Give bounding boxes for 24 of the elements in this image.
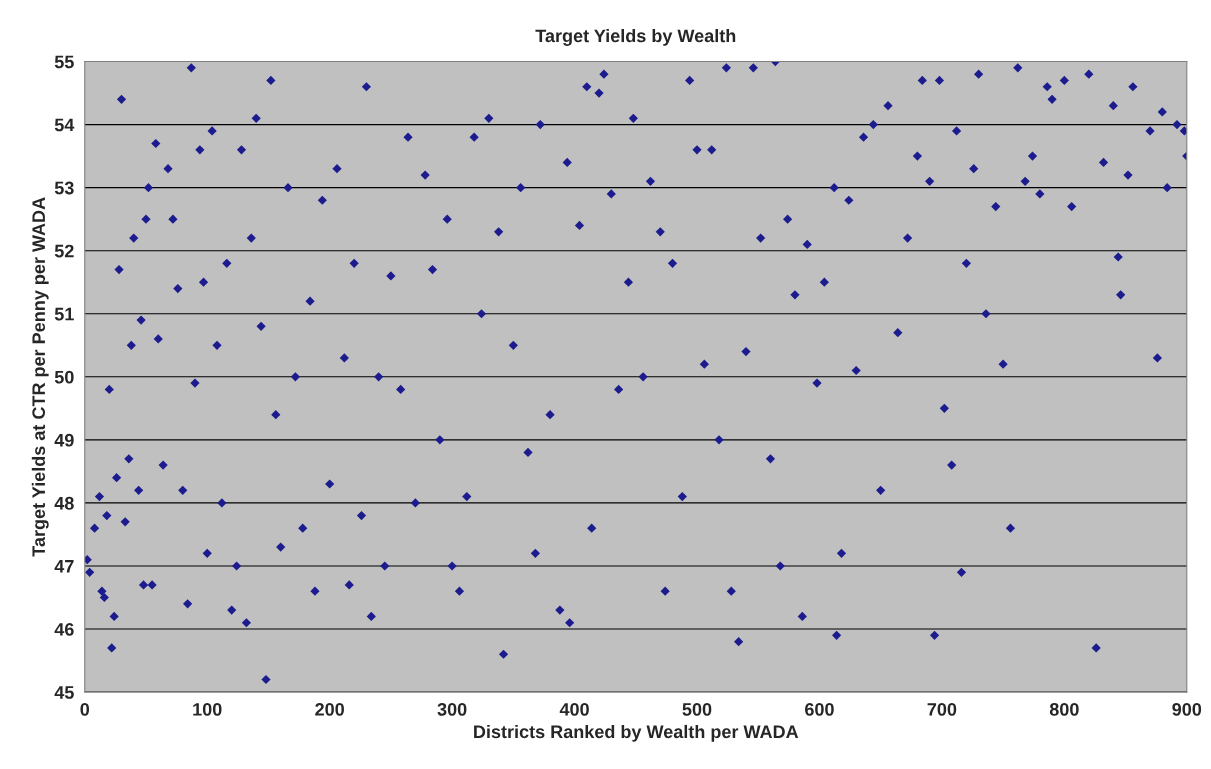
- x-tick-label: 400: [559, 702, 589, 716]
- x-tick-label: 200: [315, 702, 344, 716]
- y-tick-label: 50: [54, 370, 74, 384]
- y-tick-label: 54: [54, 118, 75, 132]
- x-tick-label: 100: [193, 702, 222, 716]
- x-tick-label: 600: [805, 702, 834, 716]
- y-tick-label: 47: [54, 560, 74, 573]
- y-tick-label: 51: [54, 307, 74, 321]
- y-tick-label: 55: [54, 55, 74, 69]
- x-tick-label: 500: [682, 702, 712, 716]
- chart-title: Target Yields by Wealth: [535, 28, 736, 46]
- y-tick-label: 45: [54, 686, 74, 699]
- x-tick-label: 900: [1172, 702, 1202, 716]
- x-tick-label: 700: [927, 702, 957, 716]
- y-tick-label: 48: [54, 496, 74, 510]
- y-tick-label: 46: [54, 622, 74, 636]
- x-tick-label: 0: [80, 702, 90, 716]
- y-tick-label: 49: [54, 433, 74, 447]
- y-tick-label: 52: [54, 244, 74, 258]
- x-tick-label: 800: [1049, 702, 1079, 716]
- y-axis-title: Target Yields at CTR per Penny per WADA: [31, 197, 49, 557]
- x-axis-title: Districts Ranked by Wealth per WADA: [474, 724, 799, 742]
- x-tick-label: 300: [437, 702, 467, 716]
- y-tick-label: 53: [54, 181, 74, 195]
